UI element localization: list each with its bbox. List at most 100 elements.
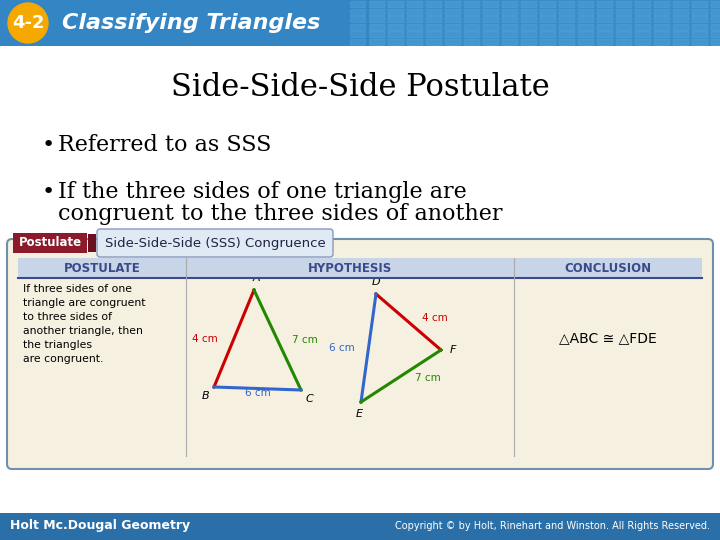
FancyBboxPatch shape (654, 38, 669, 44)
FancyBboxPatch shape (407, 24, 422, 30)
FancyBboxPatch shape (464, 24, 479, 30)
Text: If the three sides of one triangle are: If the three sides of one triangle are (58, 181, 467, 203)
FancyBboxPatch shape (483, 16, 498, 22)
Text: B: B (202, 391, 210, 401)
FancyBboxPatch shape (578, 16, 593, 22)
FancyBboxPatch shape (350, 24, 365, 30)
Text: Side-Side-Side (SSS) Congruence: Side-Side-Side (SSS) Congruence (104, 237, 325, 249)
FancyBboxPatch shape (464, 38, 479, 44)
FancyBboxPatch shape (597, 1, 612, 7)
FancyBboxPatch shape (540, 31, 555, 37)
FancyBboxPatch shape (445, 31, 460, 37)
FancyBboxPatch shape (540, 38, 555, 44)
FancyBboxPatch shape (407, 16, 422, 22)
Text: Referred to as SSS: Referred to as SSS (58, 134, 271, 156)
Text: 4 cm: 4 cm (192, 334, 218, 343)
Text: F: F (450, 345, 456, 355)
Text: Classifying Triangles: Classifying Triangles (62, 13, 320, 33)
FancyBboxPatch shape (578, 9, 593, 15)
FancyBboxPatch shape (388, 38, 403, 44)
Text: CONCLUSION: CONCLUSION (564, 261, 652, 274)
FancyBboxPatch shape (673, 38, 688, 44)
FancyBboxPatch shape (0, 0, 720, 46)
FancyBboxPatch shape (540, 9, 555, 15)
FancyBboxPatch shape (711, 31, 720, 37)
FancyBboxPatch shape (388, 16, 403, 22)
Text: Side-Side-Side Postulate: Side-Side-Side Postulate (171, 72, 549, 104)
Text: C: C (305, 394, 313, 404)
FancyBboxPatch shape (483, 9, 498, 15)
FancyBboxPatch shape (559, 38, 574, 44)
FancyBboxPatch shape (464, 31, 479, 37)
FancyBboxPatch shape (369, 9, 384, 15)
FancyBboxPatch shape (445, 16, 460, 22)
FancyBboxPatch shape (445, 24, 460, 30)
Text: △ABC ≅ △FDE: △ABC ≅ △FDE (559, 331, 657, 345)
FancyBboxPatch shape (635, 24, 650, 30)
FancyBboxPatch shape (350, 38, 365, 44)
FancyBboxPatch shape (711, 16, 720, 22)
FancyBboxPatch shape (673, 16, 688, 22)
Text: POSTULATE: POSTULATE (63, 261, 140, 274)
FancyBboxPatch shape (692, 9, 707, 15)
FancyBboxPatch shape (692, 24, 707, 30)
Text: 4-2: 4-2 (12, 14, 44, 32)
FancyBboxPatch shape (483, 1, 498, 7)
FancyBboxPatch shape (369, 1, 384, 7)
FancyBboxPatch shape (635, 16, 650, 22)
FancyBboxPatch shape (616, 9, 631, 15)
FancyBboxPatch shape (559, 16, 574, 22)
FancyBboxPatch shape (502, 16, 517, 22)
Circle shape (8, 3, 48, 43)
FancyBboxPatch shape (502, 38, 517, 44)
Text: 6 cm: 6 cm (329, 343, 354, 353)
FancyBboxPatch shape (616, 24, 631, 30)
FancyBboxPatch shape (692, 38, 707, 44)
FancyBboxPatch shape (88, 234, 96, 252)
FancyBboxPatch shape (426, 38, 441, 44)
FancyBboxPatch shape (407, 38, 422, 44)
FancyBboxPatch shape (350, 1, 365, 7)
FancyBboxPatch shape (426, 31, 441, 37)
FancyBboxPatch shape (616, 31, 631, 37)
FancyBboxPatch shape (483, 31, 498, 37)
FancyBboxPatch shape (407, 9, 422, 15)
FancyBboxPatch shape (502, 9, 517, 15)
FancyBboxPatch shape (597, 38, 612, 44)
Text: A: A (252, 273, 260, 283)
FancyBboxPatch shape (483, 24, 498, 30)
FancyBboxPatch shape (521, 1, 536, 7)
FancyBboxPatch shape (578, 38, 593, 44)
FancyBboxPatch shape (350, 16, 365, 22)
FancyBboxPatch shape (388, 31, 403, 37)
FancyBboxPatch shape (426, 24, 441, 30)
Text: congruent to the three sides of another: congruent to the three sides of another (58, 203, 503, 225)
FancyBboxPatch shape (350, 31, 365, 37)
Text: D: D (372, 277, 380, 287)
FancyBboxPatch shape (559, 31, 574, 37)
FancyBboxPatch shape (521, 16, 536, 22)
FancyBboxPatch shape (635, 1, 650, 7)
FancyBboxPatch shape (0, 513, 720, 540)
FancyBboxPatch shape (426, 9, 441, 15)
FancyBboxPatch shape (502, 24, 517, 30)
FancyBboxPatch shape (711, 24, 720, 30)
Text: If three sides of one
triangle are congruent
to three sides of
another triangle,: If three sides of one triangle are congr… (23, 284, 145, 364)
FancyBboxPatch shape (654, 1, 669, 7)
FancyBboxPatch shape (578, 1, 593, 7)
FancyBboxPatch shape (426, 16, 441, 22)
FancyBboxPatch shape (692, 31, 707, 37)
FancyBboxPatch shape (635, 38, 650, 44)
FancyBboxPatch shape (7, 239, 713, 469)
FancyBboxPatch shape (673, 24, 688, 30)
FancyBboxPatch shape (521, 9, 536, 15)
FancyBboxPatch shape (369, 38, 384, 44)
FancyBboxPatch shape (407, 1, 422, 7)
Text: 6 cm: 6 cm (245, 388, 271, 397)
FancyBboxPatch shape (445, 9, 460, 15)
FancyBboxPatch shape (559, 9, 574, 15)
Text: 7 cm: 7 cm (415, 373, 441, 383)
FancyBboxPatch shape (597, 24, 612, 30)
FancyBboxPatch shape (673, 31, 688, 37)
FancyBboxPatch shape (18, 258, 702, 278)
